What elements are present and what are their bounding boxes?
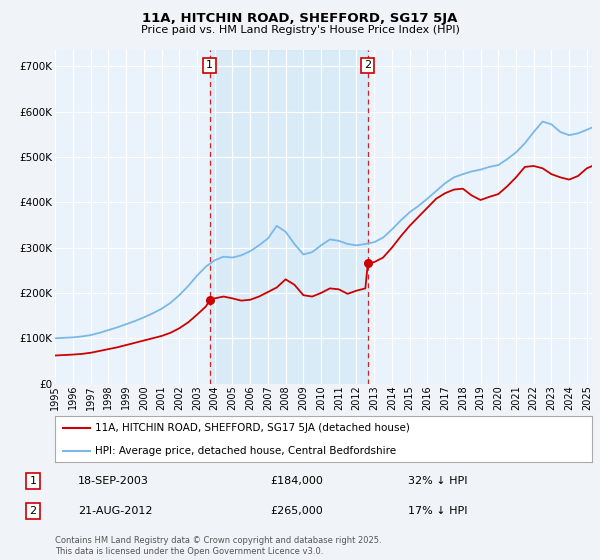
- Text: 1: 1: [206, 60, 213, 71]
- Text: 21-AUG-2012: 21-AUG-2012: [78, 506, 152, 516]
- Text: 11A, HITCHIN ROAD, SHEFFORD, SG17 5JA (detached house): 11A, HITCHIN ROAD, SHEFFORD, SG17 5JA (d…: [95, 423, 410, 433]
- Text: 2: 2: [29, 506, 37, 516]
- Text: HPI: Average price, detached house, Central Bedfordshire: HPI: Average price, detached house, Cent…: [95, 446, 397, 455]
- Text: 17% ↓ HPI: 17% ↓ HPI: [408, 506, 467, 516]
- Text: 11A, HITCHIN ROAD, SHEFFORD, SG17 5JA: 11A, HITCHIN ROAD, SHEFFORD, SG17 5JA: [142, 12, 458, 25]
- Text: £265,000: £265,000: [270, 506, 323, 516]
- Bar: [210, 50, 368, 384]
- Text: 18-SEP-2003: 18-SEP-2003: [78, 476, 149, 486]
- Text: 2: 2: [364, 60, 371, 71]
- Text: 32% ↓ HPI: 32% ↓ HPI: [408, 476, 467, 486]
- Text: 1: 1: [29, 476, 37, 486]
- Text: £184,000: £184,000: [270, 476, 323, 486]
- Text: Contains HM Land Registry data © Crown copyright and database right 2025.
This d: Contains HM Land Registry data © Crown c…: [55, 536, 382, 556]
- Text: Price paid vs. HM Land Registry's House Price Index (HPI): Price paid vs. HM Land Registry's House …: [140, 25, 460, 35]
